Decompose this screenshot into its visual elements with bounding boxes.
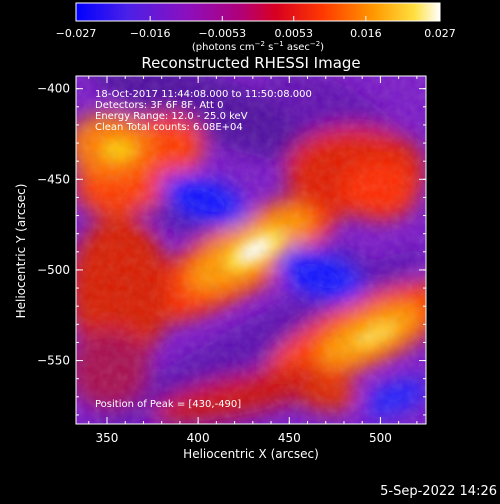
x-tick-label: 500 (369, 431, 392, 445)
colorbar: −0.027 −0.016 −0.0053 0.0053 0.016 0.027 (pho… (56, 2, 456, 53)
colorbar-tick-label: 0.016 (350, 27, 382, 40)
info-detectors: Detectors: 3F 6F 8F, Att 0 (95, 100, 223, 111)
y-tick-label: −450 (37, 172, 70, 186)
rhessi-image (76, 76, 426, 424)
colorbar-tick-label: 0.0053 (274, 27, 313, 40)
info-clean-counts: Clean Total counts: 6.08E+04 (95, 122, 243, 133)
colorbar-tick-label: −0.016 (130, 27, 171, 40)
axis-ticks: 350 400 450 500 −400 −450 −500 −550 (37, 76, 426, 445)
x-tick-label: 450 (278, 431, 301, 445)
colorbar-tick-label: −0.0053 (198, 27, 246, 40)
info-annotation: 18-Oct-2017 11:44:08.000 to 11:50:08.000… (95, 89, 312, 133)
peak-position-label: Position of Peak = [430,-490] (95, 399, 241, 410)
x-tick-label: 350 (96, 431, 119, 445)
colorbar-units: (photons cm−2 s−1 asec−2) (192, 40, 324, 53)
colorbar-tick-label: −0.027 (56, 27, 97, 40)
info-time-range: 18-Oct-2017 11:44:08.000 to 11:50:08.000 (95, 89, 312, 100)
info-energy-range: Energy Range: 12.0 - 25.0 keV (95, 111, 248, 122)
plot-frame (75, 75, 427, 425)
colorbar-tick-label: 0.027 (424, 27, 456, 40)
colorbar-ticks: −0.027 −0.016 −0.0053 0.0053 0.016 0.027 (56, 16, 456, 40)
timestamp: 5-Sep-2022 14:26 (380, 484, 497, 499)
y-tick-label: −400 (37, 82, 70, 96)
colorbar-gradient (75, 2, 441, 22)
y-axis-label: Heliocentric Y (arcsec) (14, 184, 28, 319)
y-tick-label: −500 (37, 263, 70, 277)
x-axis-label: Heliocentric X (arcsec) (183, 447, 319, 461)
y-tick-label: −550 (37, 354, 70, 368)
plot-title: Reconstructed RHESSI Image (141, 54, 360, 72)
x-tick-label: 400 (187, 431, 210, 445)
